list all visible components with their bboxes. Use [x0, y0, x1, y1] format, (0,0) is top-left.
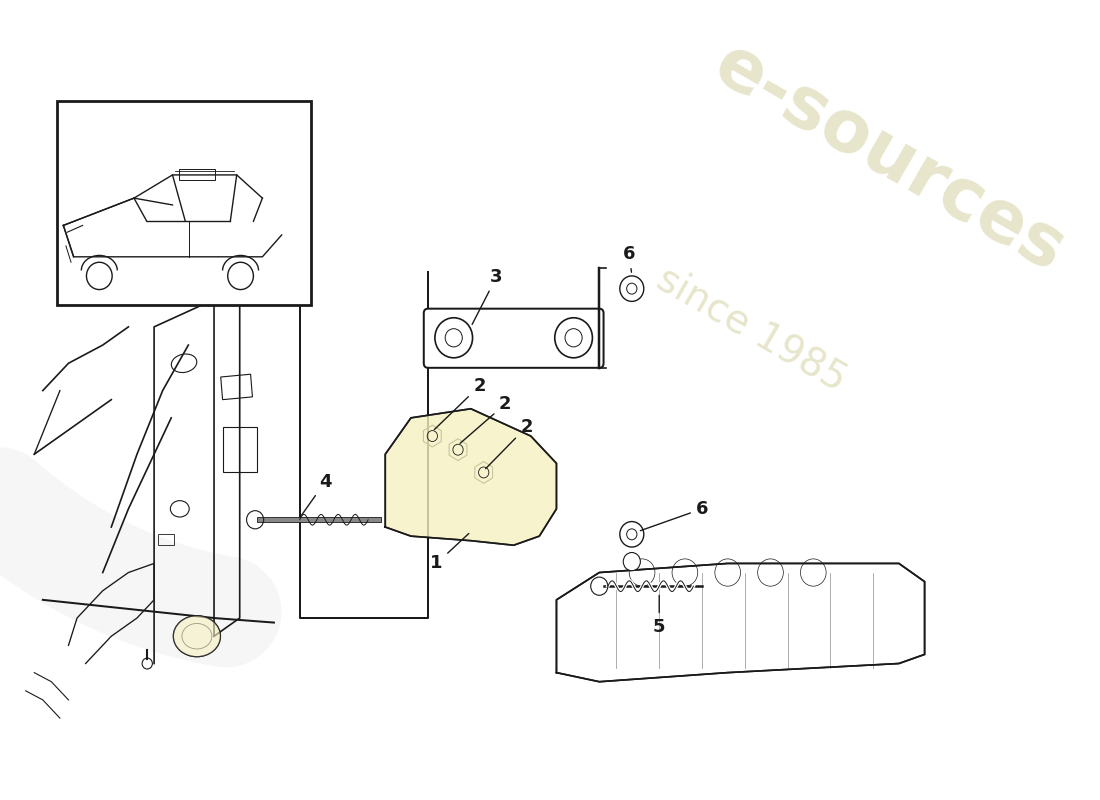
Circle shape — [619, 276, 644, 302]
Bar — [56, 102, 311, 305]
Text: 1: 1 — [430, 534, 469, 573]
Polygon shape — [557, 563, 925, 682]
Text: 5: 5 — [653, 595, 666, 636]
Text: e-sources: e-sources — [702, 30, 1077, 287]
Polygon shape — [385, 409, 557, 546]
Bar — [179, 170, 214, 180]
Text: 2: 2 — [460, 395, 512, 443]
Text: 2: 2 — [485, 418, 532, 469]
Bar — [158, 534, 174, 546]
Bar — [221, 374, 252, 400]
Bar — [222, 427, 256, 473]
Text: 6: 6 — [640, 500, 708, 530]
Circle shape — [624, 553, 640, 570]
Circle shape — [619, 522, 644, 547]
FancyBboxPatch shape — [424, 309, 604, 368]
Bar — [256, 517, 381, 522]
Text: 6: 6 — [623, 245, 636, 272]
Text: 3: 3 — [472, 268, 503, 325]
Text: 2: 2 — [434, 377, 486, 430]
Ellipse shape — [174, 616, 220, 657]
Text: 4: 4 — [301, 473, 331, 516]
Text: since 1985: since 1985 — [650, 259, 854, 398]
